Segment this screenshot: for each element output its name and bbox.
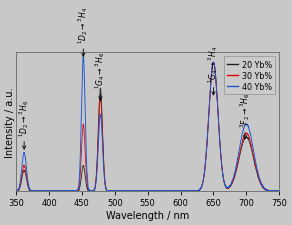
X-axis label: Wavelength / nm: Wavelength / nm xyxy=(106,210,189,220)
Text: $^1G_4{\rightarrow}^3H_4$: $^1G_4{\rightarrow}^3H_4$ xyxy=(206,45,220,96)
Text: $^3F_2{\rightarrow}^3H_6$: $^3F_2{\rightarrow}^3H_6$ xyxy=(238,92,252,139)
Text: $^1G_4{\rightarrow}^3H_6$: $^1G_4{\rightarrow}^3H_6$ xyxy=(93,52,107,101)
Y-axis label: Intensity / a.u.: Intensity / a.u. xyxy=(5,87,15,158)
Legend: 20 Yb%, 30 Yb%, 40 Yb%: 20 Yb%, 30 Yb%, 40 Yb% xyxy=(224,57,275,94)
Text: $^1D_2{\rightarrow}^3H_6$: $^1D_2{\rightarrow}^3H_6$ xyxy=(17,99,31,149)
Text: $^1D_2{\rightarrow}^3H_4$: $^1D_2{\rightarrow}^3H_4$ xyxy=(76,7,90,57)
